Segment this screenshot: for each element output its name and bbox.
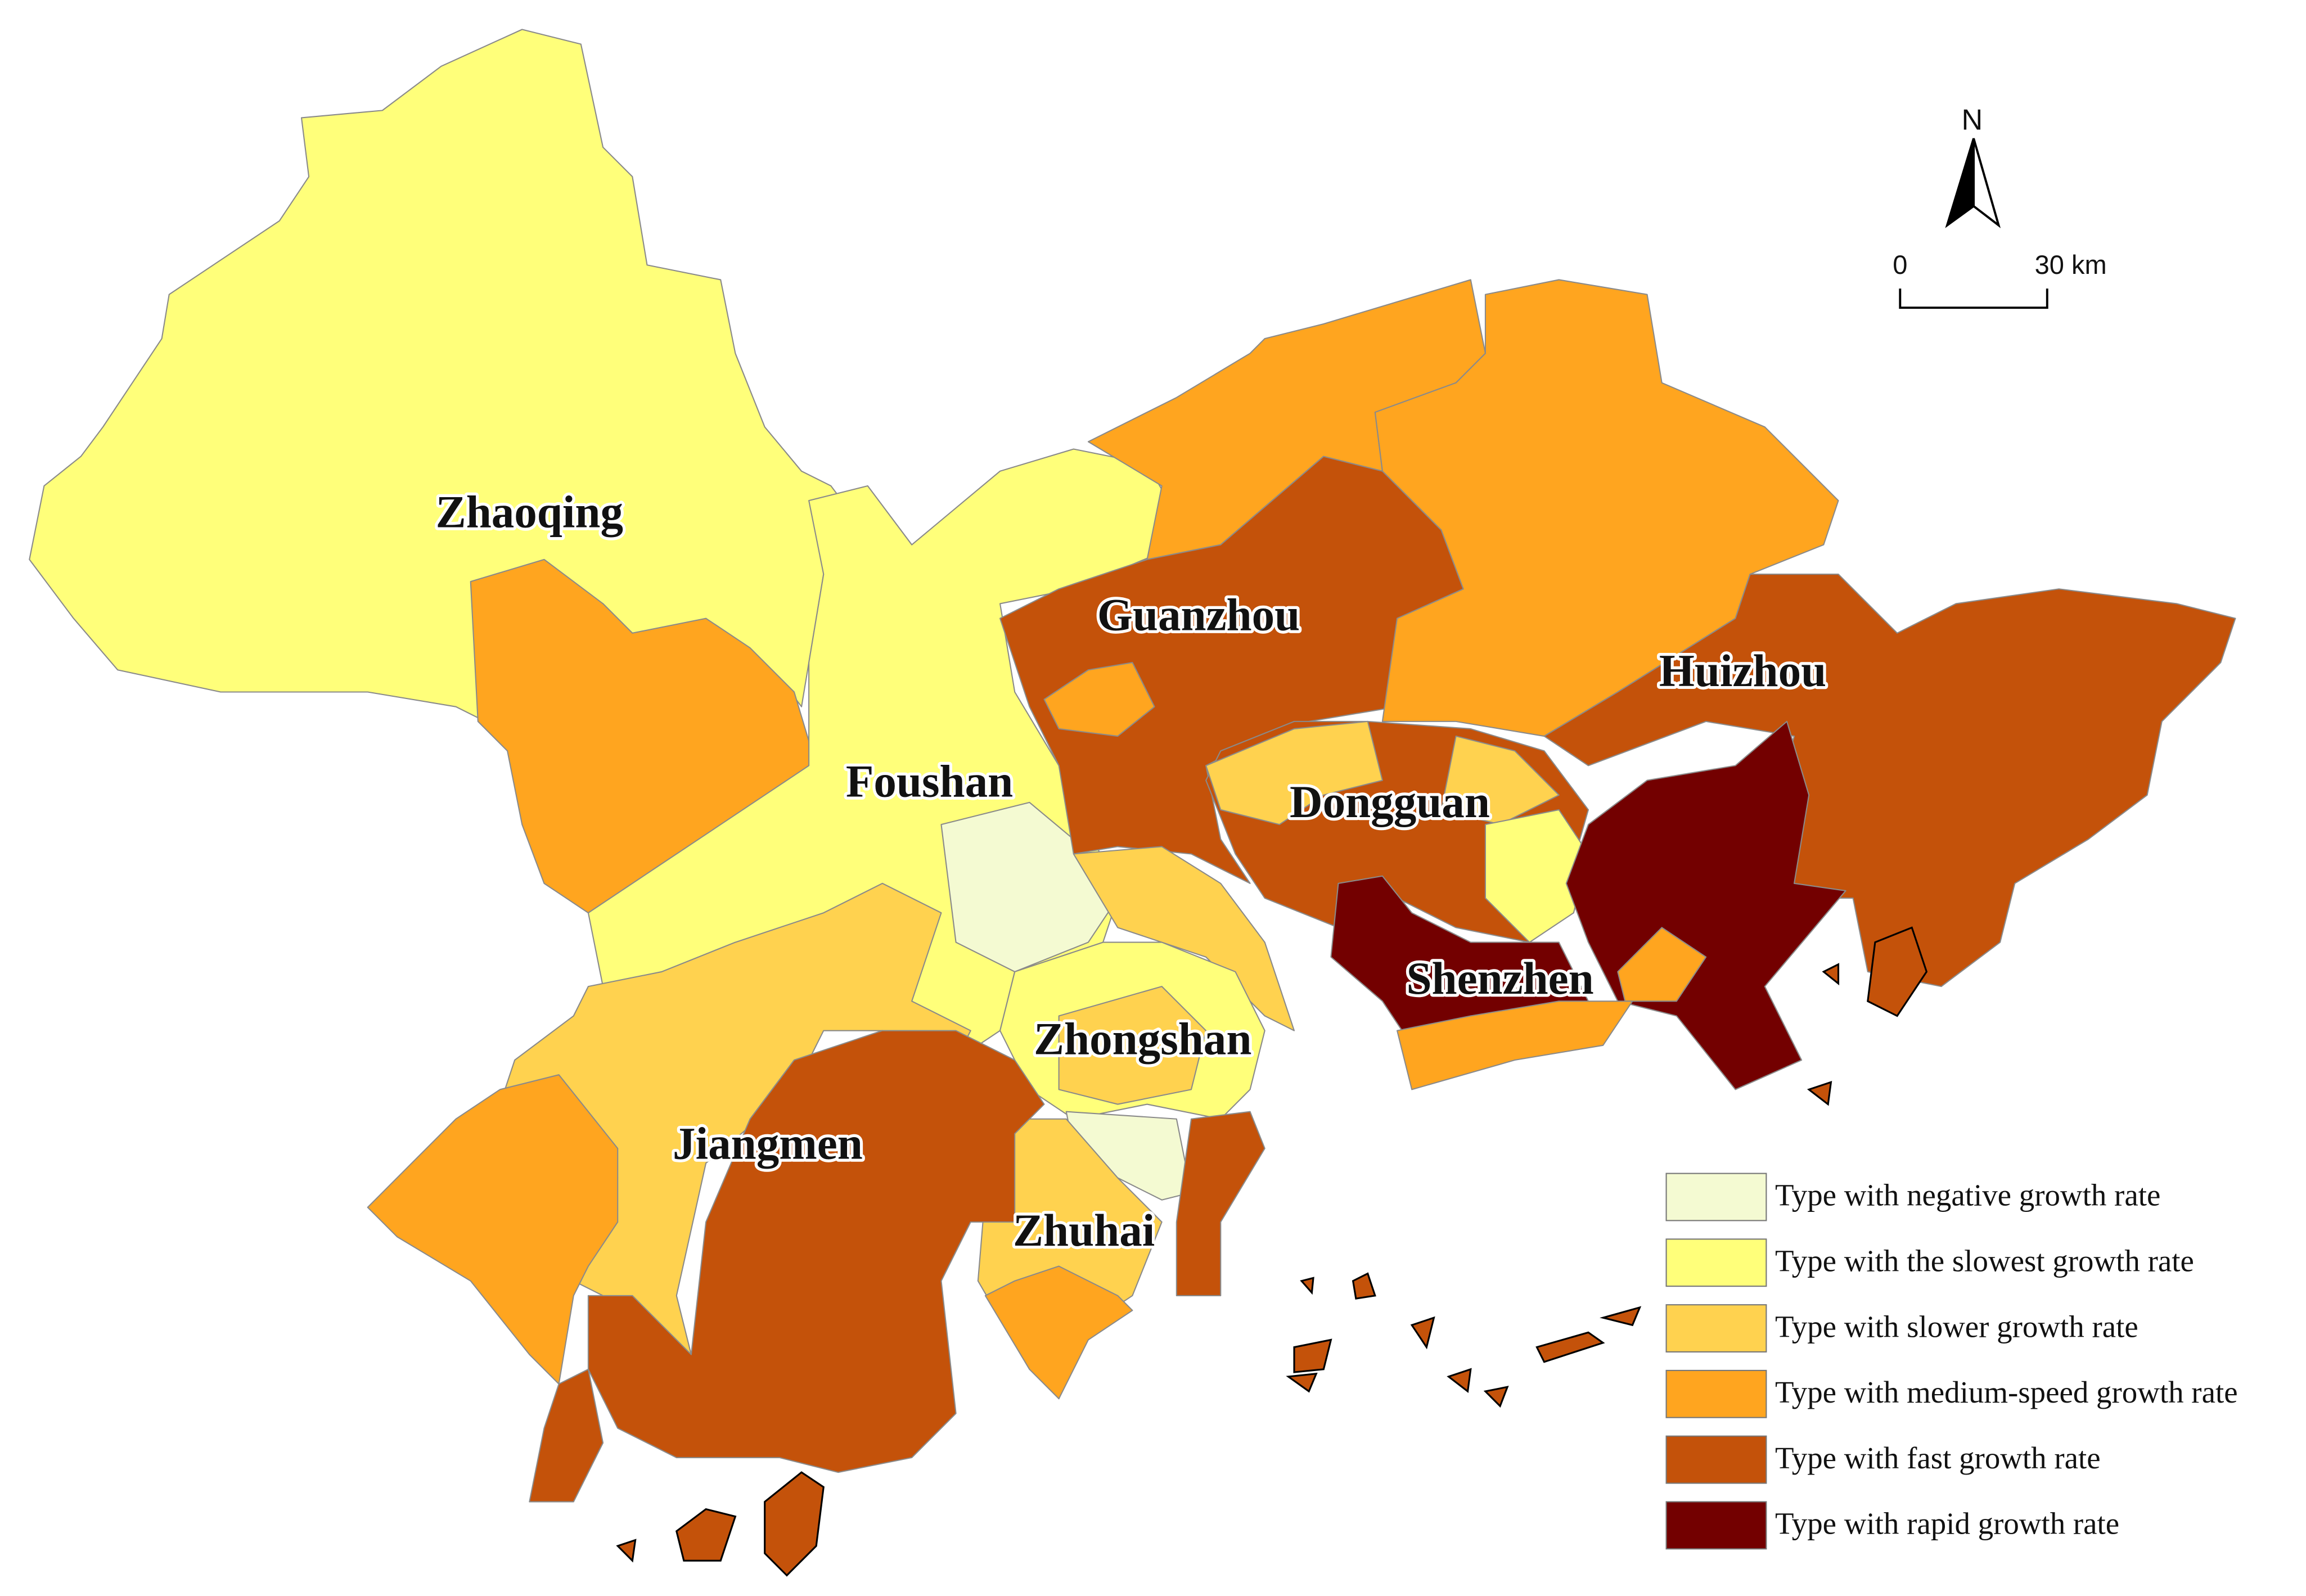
island [1293, 1338, 1332, 1373]
region [1043, 662, 1155, 737]
legend-swatch [1665, 1304, 1767, 1352]
region [1484, 809, 1589, 943]
island [1352, 1272, 1376, 1300]
region [1440, 735, 1560, 826]
region [1175, 1111, 1265, 1296]
city-label: Shenzhen [1406, 953, 1593, 1004]
legend-label: Type with rapid growth rate [1775, 1507, 2119, 1541]
island [764, 1471, 825, 1577]
island [1300, 1277, 1314, 1295]
region [1397, 1000, 1633, 1090]
legend-label: Type with the slowest growth rate [1775, 1243, 2194, 1278]
city-label: Zhuhai [1013, 1205, 1155, 1256]
north-arrow-right [1972, 138, 2001, 228]
legend-swatch [1665, 1238, 1767, 1287]
city-label: Zhongshan [1034, 1014, 1251, 1065]
island [1867, 926, 1928, 1017]
region [1205, 720, 1383, 826]
scale-start-label: 0 [1893, 250, 1907, 279]
city-label: Foushan [846, 756, 1013, 806]
legend-swatch [1665, 1173, 1767, 1221]
region [984, 1265, 1133, 1400]
legend-label: Type with fast growth rate [1775, 1441, 2101, 1475]
region [587, 1030, 1045, 1473]
regions [29, 29, 2236, 1577]
region [1058, 986, 1207, 1105]
scale-bar: 0 30 km [1893, 250, 2107, 309]
island [616, 1539, 637, 1563]
scale-end-label: 30 km [2035, 250, 2107, 279]
legend: Type with negative growth rate Type with … [1665, 1173, 2238, 1550]
island [675, 1508, 737, 1562]
island [1822, 963, 1840, 986]
scale-bar-line [1899, 288, 2048, 309]
city-label: Zhaoqing [436, 486, 623, 537]
region [529, 1368, 604, 1503]
city-label: Huizhou [1659, 646, 1826, 696]
island [1410, 1316, 1435, 1350]
legend-swatch [1665, 1435, 1767, 1484]
legend-label: Type with negative growth rate [1775, 1178, 2160, 1212]
north-label: N [1962, 103, 1983, 136]
city-label: Guanzhou [1097, 589, 1300, 640]
region [367, 1074, 619, 1385]
island [1600, 1306, 1642, 1327]
legend-label: Type with medium-speed growth rate [1775, 1375, 2238, 1409]
island [1286, 1372, 1318, 1393]
city-labels: Zhaoqing Guanzhou Huizhou Foushan Dongguan Sh… [433, 484, 1829, 1259]
island [1535, 1331, 1605, 1363]
legend-swatch [1665, 1501, 1767, 1550]
region [1617, 927, 1707, 1002]
city-label: Jiangmen [673, 1118, 863, 1169]
north-arrow: N [1945, 103, 2001, 228]
city-label: Dongguan [1290, 777, 1490, 827]
legend-swatch [1665, 1369, 1767, 1418]
island [1483, 1386, 1509, 1408]
legend-label: Type with slower growth rate [1775, 1309, 2138, 1343]
island [1807, 1081, 1832, 1106]
region [1543, 574, 2236, 988]
island [1447, 1368, 1472, 1393]
